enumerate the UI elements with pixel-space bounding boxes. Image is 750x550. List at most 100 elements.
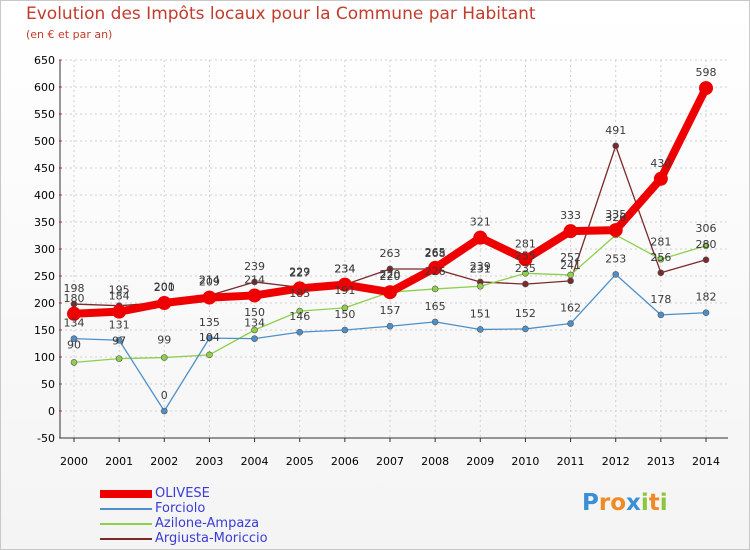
logo-letter: t <box>648 490 660 516</box>
logo-letter: r <box>598 490 611 516</box>
data-label: 200 <box>154 281 175 294</box>
data-label: 198 <box>64 282 85 295</box>
data-point <box>657 311 665 319</box>
data-point <box>567 271 574 279</box>
data-point <box>160 407 168 415</box>
y-tick-label: 300 <box>34 243 55 256</box>
x-tick-label: 2006 <box>331 455 359 468</box>
x-tick-label: 2008 <box>421 455 449 468</box>
data-point <box>653 171 668 186</box>
data-label: 241 <box>560 259 581 272</box>
data-point <box>386 322 394 330</box>
data-label: 104 <box>199 331 220 344</box>
series-layer <box>67 81 713 415</box>
legend-label: OLIVESE <box>155 486 210 501</box>
data-point <box>112 304 127 319</box>
y-tick-label: 400 <box>34 189 55 202</box>
data-label: 165 <box>425 300 446 313</box>
data-point <box>206 351 213 359</box>
data-label: 209 <box>199 276 220 289</box>
legend-label: Argiusta-Moriccio <box>155 531 268 546</box>
data-label: 229 <box>289 265 310 278</box>
data-point <box>341 326 349 334</box>
y-tick-label: 250 <box>34 270 55 283</box>
data-point <box>251 335 258 342</box>
data-point <box>699 81 713 96</box>
data-label: 239 <box>470 260 491 273</box>
data-label: 255 <box>515 249 536 262</box>
data-label: 321 <box>470 216 491 229</box>
data-label: 157 <box>380 304 401 317</box>
data-point <box>157 296 172 310</box>
data-label: 491 <box>605 124 626 137</box>
data-point <box>522 280 529 288</box>
data-label: 430 <box>650 157 671 170</box>
logo-letter: i <box>640 490 649 516</box>
data-point <box>202 290 217 305</box>
logo-letter: o <box>610 490 627 516</box>
legend-label: Forciolo <box>155 501 206 516</box>
legend-swatch <box>100 507 152 510</box>
data-point <box>70 359 78 366</box>
data-point <box>567 277 574 285</box>
data-point <box>657 269 665 277</box>
data-point <box>476 282 484 290</box>
data-label: 150 <box>334 308 355 321</box>
x-tick-label: 2000 <box>60 455 88 468</box>
data-point <box>702 309 710 317</box>
data-label: 185 <box>289 287 310 300</box>
data-point <box>473 230 488 245</box>
data-label: 90 <box>67 338 81 351</box>
data-label: 226 <box>425 265 446 278</box>
data-point <box>70 335 78 342</box>
data-label: 151 <box>470 307 491 320</box>
y-tick-label: 500 <box>34 135 55 148</box>
data-label: 195 <box>109 284 130 297</box>
data-point <box>431 318 439 326</box>
data-label: 234 <box>334 263 355 276</box>
data-label: 131 <box>109 318 130 331</box>
data-label: 220 <box>380 270 401 283</box>
axes: -50 0 50 100 150 200 250 300 350 400 450 500 550 600 6… <box>34 54 728 468</box>
data-point <box>518 252 533 267</box>
y-tick-label: 450 <box>34 162 55 175</box>
data-label: 306 <box>696 222 717 235</box>
x-tick-label: 2003 <box>195 455 223 468</box>
data-label: 134 <box>244 317 265 330</box>
data-point <box>612 271 620 278</box>
chart-subtitle: (en € et par an) <box>26 28 113 41</box>
legend-swatch <box>100 522 152 525</box>
x-tick-label: 2012 <box>602 455 630 468</box>
data-point <box>383 285 397 300</box>
data-point <box>428 260 443 275</box>
data-label: 227 <box>289 266 310 279</box>
data-point <box>251 326 258 334</box>
data-point <box>567 320 574 327</box>
data-point <box>292 281 307 296</box>
logo-letter: i <box>659 490 668 516</box>
data-point <box>563 224 578 239</box>
data-point <box>160 354 168 361</box>
data-point <box>206 334 213 342</box>
y-tick-label: 50 <box>41 378 55 391</box>
data-point <box>341 304 349 312</box>
data-label: 265 <box>425 246 446 259</box>
data-point <box>431 285 439 293</box>
chart-title: Evolution des Impôts locaux pour la Comm… <box>26 4 536 24</box>
legend-label: Azilone-Ampaza <box>155 516 260 531</box>
y-tick-label: 150 <box>34 324 55 337</box>
data-label: 326 <box>605 211 626 224</box>
data-point <box>115 355 123 362</box>
data-point <box>115 336 123 344</box>
data-label: 182 <box>696 291 717 304</box>
data-label: 191 <box>334 284 355 297</box>
data-label: 281 <box>650 235 671 248</box>
data-label: 134 <box>64 317 85 330</box>
x-tick-label: 2002 <box>150 455 178 468</box>
data-label: 268 <box>425 247 446 260</box>
data-label: 234 <box>334 263 355 276</box>
data-label: 220 <box>380 268 401 281</box>
data-label: 0 <box>161 389 168 402</box>
x-tick-label: 2009 <box>466 455 494 468</box>
data-point <box>386 265 394 273</box>
